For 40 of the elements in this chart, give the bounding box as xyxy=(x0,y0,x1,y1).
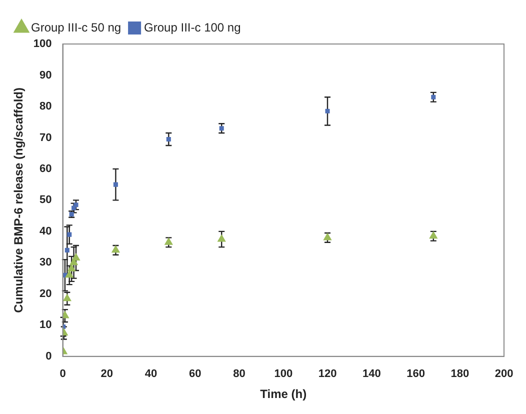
y-tick-label: 50 xyxy=(40,194,52,206)
y-axis-title: Cumulative BMP-6 release (ng/scaffold) xyxy=(12,88,26,313)
legend-label: Group III-c 100 ng xyxy=(144,20,241,34)
x-tick-label: 160 xyxy=(406,368,425,380)
y-tick-label: 0 xyxy=(46,350,52,362)
x-tick-label: 40 xyxy=(144,368,158,380)
point xyxy=(166,137,171,142)
y-tick-label: 90 xyxy=(40,69,52,82)
y-tick-label: 70 xyxy=(40,132,52,144)
x-tick-label: 100 xyxy=(274,368,293,380)
point xyxy=(325,108,330,114)
y-tick-label: 20 xyxy=(40,288,52,300)
point xyxy=(64,248,70,252)
y-tick-label: 10 xyxy=(40,319,52,332)
y-tick-label: 40 xyxy=(40,225,52,238)
x-tick-label: 80 xyxy=(233,368,246,380)
point xyxy=(72,253,80,260)
point xyxy=(63,294,72,302)
point xyxy=(67,232,72,237)
y-tick-label: 60 xyxy=(40,162,52,175)
x-axis-title: Time (h) xyxy=(260,387,307,402)
x-tick-label: 20 xyxy=(100,368,114,380)
x-tick-label: 200 xyxy=(494,368,514,380)
y-tick-label: 100 xyxy=(33,38,52,50)
x-tick-label: 0 xyxy=(60,368,66,380)
y-tick-label: 30 xyxy=(40,256,52,269)
point xyxy=(164,238,173,245)
point xyxy=(324,233,332,240)
point xyxy=(68,264,76,272)
x-tick-label: 60 xyxy=(189,368,202,380)
point xyxy=(218,234,226,242)
y-tick-label: 80 xyxy=(40,100,52,113)
x-tick-label: 120 xyxy=(318,368,337,380)
point xyxy=(112,246,120,253)
point xyxy=(65,270,74,278)
point xyxy=(113,182,118,187)
point xyxy=(429,232,438,239)
x-tick-label: 180 xyxy=(450,368,470,380)
legend-label: Group III-c 50 ng xyxy=(31,20,122,34)
x-tick-label: 140 xyxy=(362,368,381,380)
